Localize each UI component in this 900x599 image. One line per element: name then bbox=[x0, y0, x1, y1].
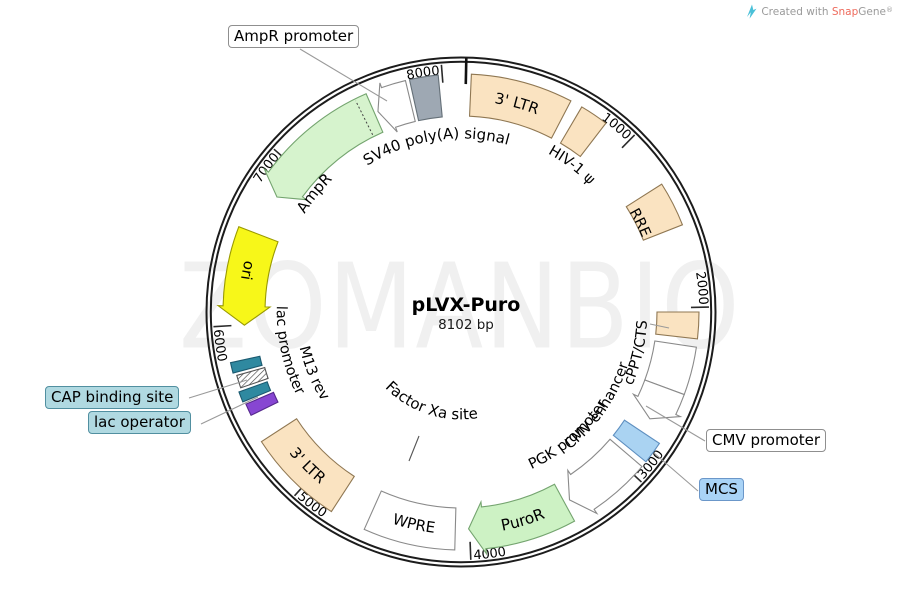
tick-label-2000: 2000 bbox=[692, 271, 710, 306]
feature-cap-binding-site bbox=[229, 355, 263, 374]
tick-6000 bbox=[213, 324, 232, 328]
feature-m13-rev bbox=[236, 366, 269, 389]
leader-line-3 bbox=[188, 379, 248, 399]
tick-8000 bbox=[440, 64, 444, 83]
callout-lac-operator: lac operator bbox=[88, 411, 191, 434]
feature-pgk-promoter bbox=[567, 438, 643, 515]
credit-text: Created with SnapGene® bbox=[761, 6, 893, 18]
site-mark-0 bbox=[408, 435, 420, 462]
credit-prefix: Created with bbox=[761, 5, 832, 18]
tick-label-6000: 6000 bbox=[210, 329, 229, 363]
credit-brand-gene: Gene bbox=[858, 5, 886, 18]
credit-registered: ® bbox=[886, 5, 893, 14]
feature-mcs bbox=[612, 419, 661, 463]
callout-mcs: MCS bbox=[699, 478, 744, 501]
callout-cap-binding-site: CAP binding site bbox=[45, 386, 180, 409]
feature-ampr-promoter bbox=[377, 79, 416, 133]
feature-ori bbox=[216, 225, 279, 326]
feature-3-ltr bbox=[468, 73, 572, 139]
leader-line-4 bbox=[200, 396, 259, 425]
plasmid-name: pLVX-Puro bbox=[411, 294, 521, 316]
label-ori: ori bbox=[237, 259, 258, 281]
feature-puror bbox=[467, 483, 576, 556]
tick-1000 bbox=[621, 134, 636, 149]
feature-lac-operator bbox=[245, 391, 279, 417]
plasmid-backbone-outer-circle bbox=[205, 56, 717, 568]
label-factor-xa-site: Factor Xa site bbox=[382, 377, 479, 423]
callout-cmv-promoter: CMV promoter bbox=[706, 429, 827, 452]
callout-ampr-promoter: AmpR promoter bbox=[228, 25, 360, 48]
snapgene-logo-icon bbox=[747, 4, 757, 19]
leader-line-2 bbox=[653, 452, 699, 492]
feature-3-ltr bbox=[260, 417, 356, 513]
feature-sv40-poly-a-signal bbox=[408, 74, 443, 122]
label-m13-rev: M13 rev bbox=[296, 344, 333, 403]
feature-cppt-cts bbox=[655, 311, 700, 340]
origin-tick bbox=[464, 58, 468, 85]
feature-cap-binding-site bbox=[238, 381, 272, 403]
plasmid-backbone-inner-circle bbox=[209, 60, 713, 564]
feature-ampr bbox=[263, 93, 384, 201]
leader-line-5 bbox=[649, 323, 670, 329]
snapgene-credit: Created with SnapGene® bbox=[745, 4, 893, 19]
credit-brand-snap: Snap bbox=[831, 5, 859, 18]
feature-rre bbox=[625, 183, 684, 241]
leader-line-0 bbox=[299, 48, 388, 102]
feature-hiv-1 bbox=[559, 106, 607, 158]
plasmid-size: 8102 bp bbox=[438, 317, 494, 333]
tick-4000 bbox=[469, 541, 472, 560]
feature-cmv-promoter bbox=[631, 379, 685, 420]
plasmid-title-block: pLVX-Puro 8102 bp bbox=[412, 294, 521, 333]
feature-wpre bbox=[363, 490, 457, 551]
leader-line-1 bbox=[645, 405, 706, 442]
